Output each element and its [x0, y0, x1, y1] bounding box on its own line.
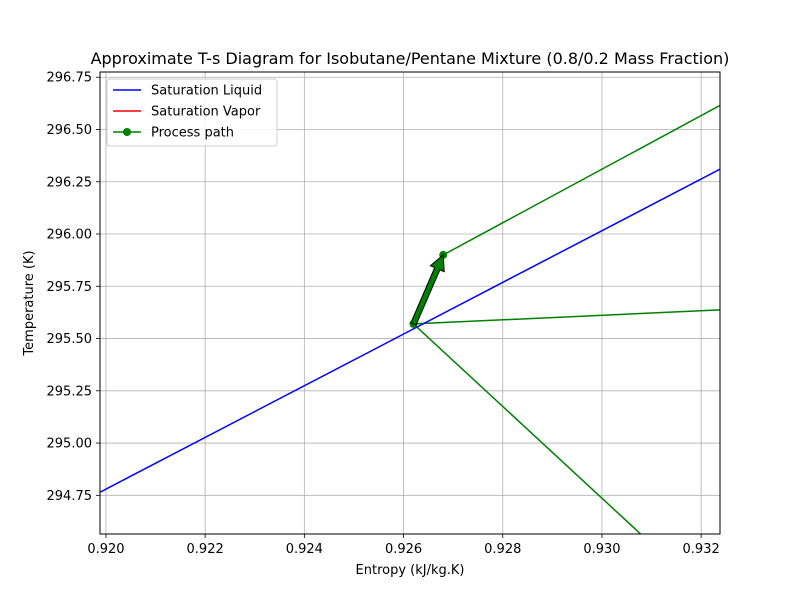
- plot-frame: [99, 71, 721, 535]
- legend-label: Saturation Liquid: [151, 84, 262, 99]
- chart-title: Approximate T-s Diagram for Isobutane/Pe…: [91, 49, 730, 68]
- y-tick-label: 296.00: [47, 228, 93, 243]
- legend: Saturation Liquid Saturation Vapor Process…: [106, 78, 278, 147]
- x-axis-label: Entropy (kJ/kg.K): [356, 563, 465, 578]
- axis-ticks: 0.920 0.922 0.924 0.926 0.928 0.930 0.932 294.7…: [47, 71, 720, 557]
- legend-marker: [123, 128, 131, 136]
- process-branch-line: [412, 323, 642, 534]
- y-tick-label: 294.75: [47, 489, 93, 504]
- grid: [100, 72, 720, 534]
- x-tick-label: 0.930: [583, 542, 620, 557]
- y-tick-label: 295.75: [47, 280, 93, 295]
- x-tick-label: 0.922: [187, 542, 224, 557]
- y-axis-label: Temperature (K): [22, 250, 37, 356]
- x-tick-label: 0.926: [385, 542, 422, 557]
- plot-data: [100, 104, 720, 534]
- process-branch-line: [413, 309, 720, 325]
- x-tick-label: 0.932: [683, 542, 720, 557]
- x-tick-label: 0.920: [87, 542, 124, 557]
- legend-label: Process path: [151, 126, 234, 141]
- y-tick-label: 296.25: [47, 175, 93, 190]
- legend-box: [106, 78, 278, 147]
- y-tick-label: 295.50: [47, 332, 93, 347]
- y-tick-label: 295.00: [47, 437, 93, 452]
- y-tick-label: 295.25: [47, 384, 93, 399]
- x-tick-label: 0.928: [484, 542, 521, 557]
- y-tick-label: 296.50: [47, 123, 93, 138]
- saturation-liquid-line: [100, 168, 720, 493]
- process-branch-line: [442, 104, 720, 256]
- process-arrow: [410, 253, 445, 326]
- x-tick-label: 0.924: [286, 542, 323, 557]
- legend-label: Saturation Vapor: [151, 105, 261, 120]
- y-tick-label: 296.75: [47, 71, 93, 86]
